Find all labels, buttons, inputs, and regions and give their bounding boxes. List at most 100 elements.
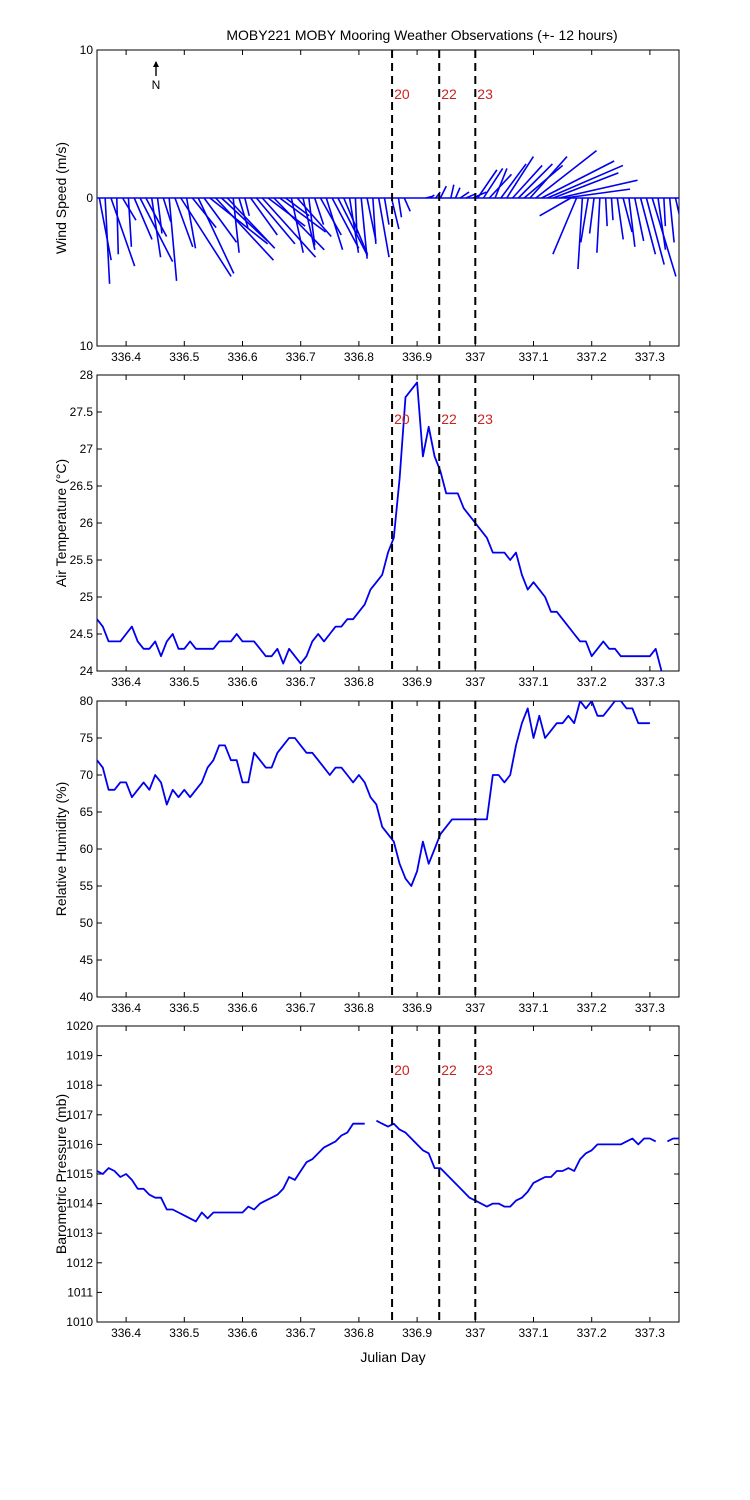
- wind-panel: 10 0 10 336.4 336.5 336.6 336.7 336.8 336.9 337 33…: [53, 43, 680, 364]
- wind-vector: [547, 164, 624, 199]
- wind-vector: [156, 197, 163, 234]
- x-tick-label: 337.2: [577, 350, 607, 364]
- wind-vector: [104, 197, 111, 284]
- pressure-panel: 1010 1011 1012 1013 1014 1015 1016 1017 1018 1019…: [53, 1019, 680, 1340]
- wind-vector: [215, 197, 275, 261]
- wind-vector: [133, 197, 153, 240]
- x-tick-label: 336.7: [286, 675, 316, 689]
- data-series-line: [97, 381, 663, 671]
- y-tick-label: 55: [80, 879, 94, 893]
- x-tick-label: 336.7: [286, 1001, 316, 1015]
- wind-vector: [678, 198, 679, 203]
- wind-vector: [221, 197, 268, 242]
- wind-vector: [308, 197, 316, 246]
- wind-vector: [494, 168, 508, 199]
- wind-vector: [596, 197, 601, 253]
- wind-vector: [319, 197, 342, 236]
- plot-frame: [96, 374, 680, 672]
- wind-vector: [197, 197, 235, 274]
- y-tick-label: 1010: [66, 1315, 93, 1329]
- x-tick-label: 336.4: [111, 1326, 141, 1340]
- wind-vector: [558, 179, 638, 199]
- wind-vector: [633, 197, 645, 242]
- wind-vector: [663, 197, 667, 227]
- wind-vector: [535, 150, 598, 199]
- x-tick-label: 336.4: [111, 675, 141, 689]
- wind-vector: [403, 197, 411, 212]
- wind-vector: [454, 187, 461, 199]
- x-tick-label: 336.6: [227, 350, 257, 364]
- wind-vector: [337, 197, 369, 257]
- plot-frame: [96, 700, 680, 998]
- y-tick-label: 1020: [66, 1019, 93, 1033]
- wind-vector: [580, 197, 589, 243]
- wind-vector: [174, 197, 194, 248]
- wind-vector: [429, 194, 435, 199]
- wind-vector: [279, 197, 327, 233]
- x-tick-label: 337.1: [518, 675, 548, 689]
- wind-vector: [255, 197, 296, 245]
- x-tick-label: 337.2: [577, 1326, 607, 1340]
- event-marker-label: 20: [394, 1062, 410, 1078]
- wind-vector: [185, 197, 197, 249]
- y-tick-label: 50: [80, 916, 94, 930]
- event-marker-label: 23: [477, 86, 493, 102]
- y-tick-label: 70: [80, 768, 94, 782]
- y-tick-label: 1018: [66, 1078, 93, 1092]
- wind-vector: [577, 197, 584, 270]
- wind-vector: [296, 197, 332, 238]
- y-tick-label: 80: [80, 694, 94, 708]
- wind-vector: [150, 197, 162, 258]
- wind-vector: [313, 197, 325, 225]
- y-tick-label: 25: [80, 590, 94, 604]
- wind-vector: [191, 197, 217, 229]
- wind-vector: [459, 191, 470, 199]
- wind-vector: [523, 164, 564, 199]
- x-tick-label: 336.7: [286, 350, 316, 364]
- x-tick-label: 336.5: [169, 1001, 199, 1015]
- wind-vector: [616, 197, 625, 240]
- wind-vector: [98, 197, 112, 261]
- wind-vector: [261, 197, 317, 258]
- x-tick-label: 336.8: [344, 1001, 374, 1015]
- plot-frame: [96, 1025, 680, 1323]
- event-marker-label: 22: [441, 411, 457, 427]
- y-tick-label: 0: [86, 191, 93, 205]
- x-tick-label: 337: [465, 675, 485, 689]
- plot-area: [97, 150, 679, 284]
- wind-vector: [209, 197, 269, 245]
- y-tick-label: 10: [80, 339, 94, 353]
- wind-vector: [541, 160, 615, 199]
- wind-vector: [162, 197, 172, 222]
- x-tick-label: 336.9: [402, 350, 432, 364]
- wind-vector: [238, 197, 249, 228]
- x-tick-label: 336.6: [227, 1001, 257, 1015]
- y-tick-label: 24.5: [70, 627, 94, 641]
- data-series-line: [97, 1122, 365, 1223]
- wind-vector: [450, 184, 455, 199]
- wind-vector: [511, 164, 543, 199]
- x-tick-label: 337.3: [635, 350, 665, 364]
- y-tick-label: 1016: [66, 1137, 93, 1151]
- wind-vector: [127, 197, 133, 247]
- x-tick-label: 336.9: [402, 675, 432, 689]
- x-tick-label: 337.1: [518, 350, 548, 364]
- x-tick-label: 337.1: [518, 1001, 548, 1015]
- wind-vector: [439, 185, 448, 199]
- y-axis-label: Air Temperature (°C): [53, 459, 69, 587]
- y-tick-label: 60: [80, 842, 94, 856]
- y-tick-label: 27: [80, 442, 94, 456]
- x-tick-label: 336.4: [111, 350, 141, 364]
- wind-vector: [377, 197, 390, 258]
- y-tick-label: 1017: [66, 1108, 93, 1122]
- y-tick-label: 28: [80, 368, 94, 382]
- wind-vector: [383, 197, 390, 225]
- y-tick-label: 26.5: [70, 479, 94, 493]
- wind-vector: [203, 197, 238, 243]
- wind-vector: [390, 197, 400, 230]
- event-marker-label: 22: [441, 86, 457, 102]
- wind-vector: [604, 197, 608, 227]
- air-temperature-panel: 24 24.5 25 25.5 26 26.5 27 27.5 28 336.4 336.5 336.…: [53, 368, 680, 689]
- wind-vector: [273, 197, 325, 251]
